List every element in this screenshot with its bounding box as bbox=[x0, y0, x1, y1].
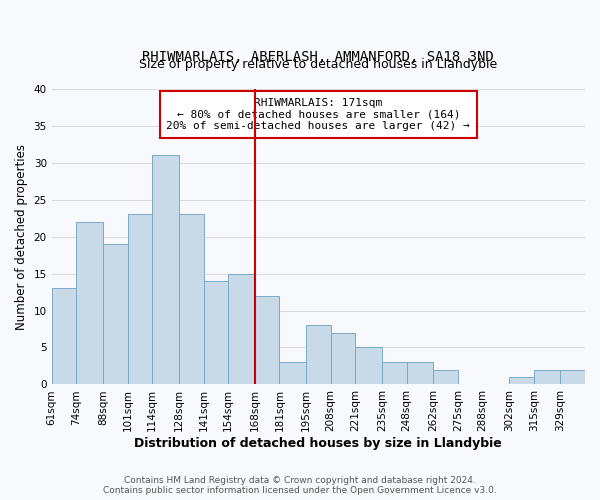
Bar bbox=[228, 274, 255, 384]
Bar bbox=[534, 370, 560, 384]
Bar bbox=[203, 281, 228, 384]
Bar bbox=[306, 326, 331, 384]
Bar bbox=[103, 244, 128, 384]
Bar bbox=[509, 377, 534, 384]
Bar bbox=[52, 288, 76, 384]
Bar bbox=[280, 362, 306, 384]
X-axis label: Distribution of detached houses by size in Llandybie: Distribution of detached houses by size … bbox=[134, 437, 502, 450]
Bar bbox=[179, 214, 203, 384]
Y-axis label: Number of detached properties: Number of detached properties bbox=[15, 144, 28, 330]
Text: Contains HM Land Registry data © Crown copyright and database right 2024.
Contai: Contains HM Land Registry data © Crown c… bbox=[103, 476, 497, 495]
Bar bbox=[407, 362, 433, 384]
Bar bbox=[128, 214, 152, 384]
Bar bbox=[433, 370, 458, 384]
Bar bbox=[255, 296, 280, 384]
Text: RHIWMARLAIS: 171sqm
← 80% of detached houses are smaller (164)
20% of semi-detac: RHIWMARLAIS: 171sqm ← 80% of detached ho… bbox=[166, 98, 470, 131]
Bar bbox=[331, 332, 355, 384]
Bar bbox=[76, 222, 103, 384]
Title: RHIWMARLAIS, ABERLASH, AMMANFORD, SA18 3ND: RHIWMARLAIS, ABERLASH, AMMANFORD, SA18 3… bbox=[142, 50, 494, 64]
Bar bbox=[382, 362, 407, 384]
Bar bbox=[355, 348, 382, 385]
Text: Size of property relative to detached houses in Llandybie: Size of property relative to detached ho… bbox=[139, 58, 497, 71]
Bar bbox=[152, 156, 179, 384]
Bar bbox=[560, 370, 585, 384]
